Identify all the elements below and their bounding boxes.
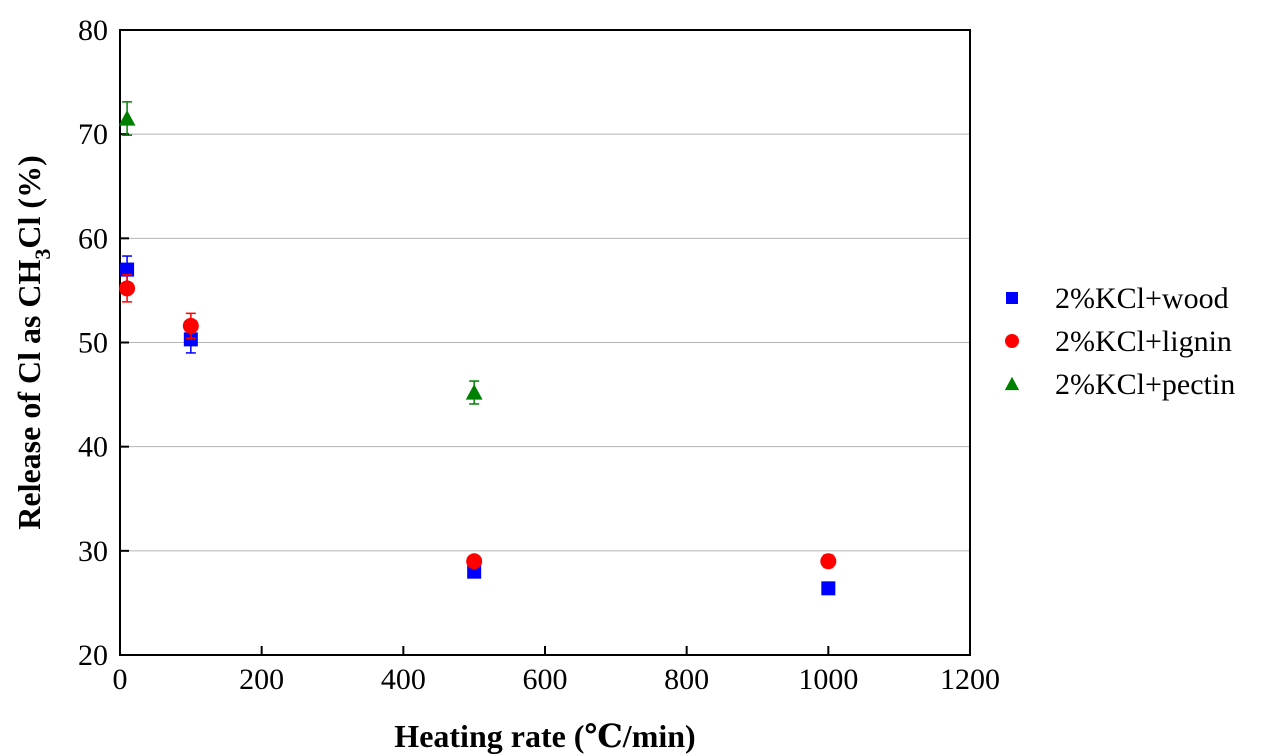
axis-ticks <box>119 29 971 656</box>
x-tick-label: 1200 <box>940 663 1000 696</box>
data-point <box>821 581 836 596</box>
y-tick-label: 80 <box>78 14 108 47</box>
y-tick-label: 60 <box>78 222 108 255</box>
x-tick-label: 400 <box>381 663 426 696</box>
legend-marker <box>1006 292 1018 304</box>
legend-label: 2%KCl+wood <box>1055 282 1229 315</box>
legend: 2%KCl+wood 2%KCl+lignin 2%KCl+pectin <box>1004 282 1235 401</box>
data-point <box>183 332 198 347</box>
legend-label: 2%KCl+pectin <box>1055 368 1235 401</box>
series-2 <box>118 101 483 405</box>
legend-label: 2%KCl+lignin <box>1055 325 1232 358</box>
x-tick-label: 800 <box>664 663 709 696</box>
x-tick-label: 0 <box>113 663 128 696</box>
data-point <box>119 280 136 297</box>
data-point <box>120 262 135 277</box>
data-point <box>820 553 837 570</box>
data-points <box>118 101 837 596</box>
x-tick-label: 600 <box>523 663 568 696</box>
y-tick-label: 30 <box>78 535 108 568</box>
y-tick-label: 40 <box>78 431 108 464</box>
y-axis-title-main: Release of Cl as CH <box>11 259 47 529</box>
gridlines <box>120 133 970 552</box>
y-tick-label: 50 <box>78 327 108 360</box>
series-1 <box>119 274 837 570</box>
data-point <box>465 384 483 400</box>
legend-marker <box>1004 376 1020 391</box>
y-axis-title: Release of Cl as CH3Cl (%) <box>11 155 55 529</box>
y-axis-title-suffix: Cl (%) <box>11 155 47 248</box>
x-tick-label: 1000 <box>798 663 858 696</box>
data-point <box>466 553 483 570</box>
y-tick-label: 20 <box>78 639 108 672</box>
series-0 <box>120 255 836 596</box>
x-axis-title: Heating rate (℃/min) <box>394 718 695 754</box>
data-point <box>118 110 136 126</box>
y-tick-label: 70 <box>78 118 108 151</box>
y-axis-title-subscript: 3 <box>30 249 55 260</box>
legend-marker <box>1005 334 1019 348</box>
data-point <box>182 317 199 334</box>
x-tick-label: 200 <box>239 663 284 696</box>
